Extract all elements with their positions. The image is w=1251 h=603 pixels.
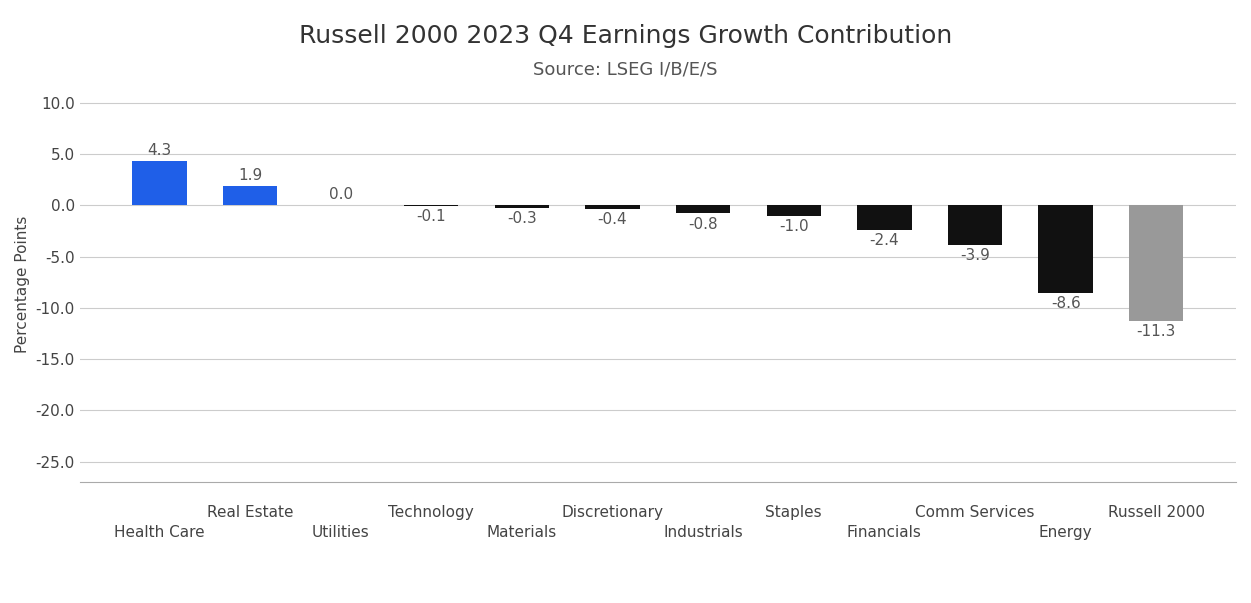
Bar [404,205,458,206]
Text: -0.8: -0.8 [688,216,718,232]
Bar [767,205,821,215]
Text: -3.9: -3.9 [960,248,990,264]
Text: -1.0: -1.0 [779,218,808,233]
Text: -0.1: -0.1 [417,209,447,224]
Bar [1038,205,1093,294]
Bar [857,205,912,230]
Text: Energy: Energy [1038,525,1092,540]
Text: Industrials: Industrials [663,525,743,540]
Text: -0.4: -0.4 [598,212,627,227]
Bar [494,205,549,208]
Y-axis label: Percentage Points: Percentage Points [15,216,30,353]
Bar [676,205,731,213]
Text: Financials: Financials [847,525,922,540]
Text: 0.0: 0.0 [329,187,353,202]
Text: Utilities: Utilities [311,525,369,540]
Text: Technology: Technology [388,505,474,520]
Text: Discretionary: Discretionary [562,505,663,520]
Text: -2.4: -2.4 [869,233,899,248]
Bar [948,205,1002,245]
Text: Materials: Materials [487,525,557,540]
Text: Health Care: Health Care [114,525,205,540]
Text: Russell 2000: Russell 2000 [1107,505,1205,520]
Text: -8.6: -8.6 [1051,297,1081,312]
Text: 1.9: 1.9 [238,168,263,183]
Bar [223,186,278,205]
Bar [133,161,186,205]
Text: Russell 2000 2023 Q4 Earnings Growth Contribution: Russell 2000 2023 Q4 Earnings Growth Con… [299,24,952,48]
Text: Real Estate: Real Estate [206,505,293,520]
Text: -11.3: -11.3 [1137,324,1176,339]
Text: Comm Services: Comm Services [916,505,1035,520]
Bar [1130,205,1183,321]
Bar [585,205,639,209]
Text: Source: LSEG I/B/E/S: Source: LSEG I/B/E/S [533,60,718,78]
Text: -0.3: -0.3 [507,212,537,226]
Text: 4.3: 4.3 [148,143,171,158]
Text: Staples: Staples [766,505,822,520]
